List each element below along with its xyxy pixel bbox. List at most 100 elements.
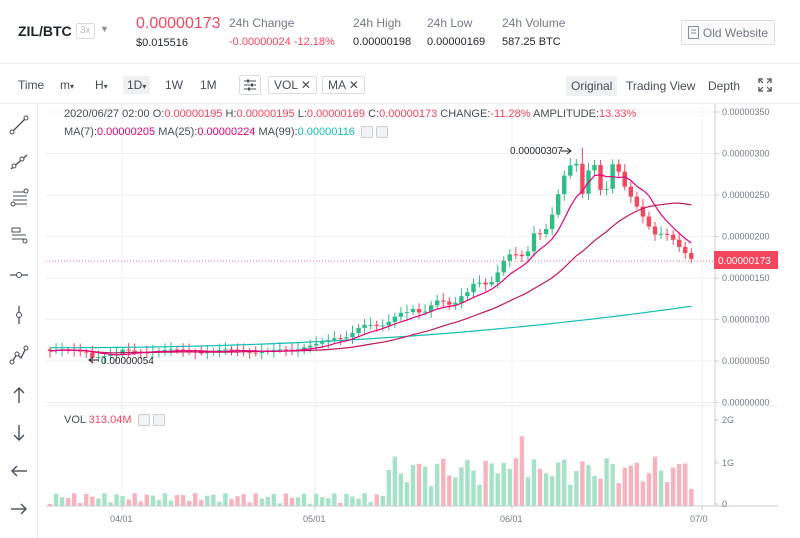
vertical-line-icon[interactable]: [8, 304, 30, 326]
trend-line-icon[interactable]: [8, 114, 30, 136]
interval-month[interactable]: 1M: [200, 78, 217, 92]
stat-value: 0.00000198: [353, 36, 412, 48]
volume-bar: [501, 463, 506, 506]
stat-24h-high: 24h High 0.00000198: [353, 16, 411, 48]
candle-body: [374, 324, 379, 327]
volume-bar: [301, 493, 307, 506]
volume-bar: [205, 495, 210, 506]
pair-title[interactable]: ZIL/BTC: [18, 23, 72, 39]
up-arrow-icon[interactable]: [8, 384, 30, 406]
volume-bar: [459, 467, 464, 506]
candle-body: [689, 252, 694, 259]
volume-bar: [428, 486, 434, 506]
volume-bar: [350, 496, 355, 506]
stat-24h-volume: 24h Volume 587.25 BTC: [502, 16, 565, 48]
candle-body: [277, 349, 283, 351]
chart-axes: 0.00000350 0.00000300 0.00000250 0.00000200…: [46, 104, 778, 524]
volume-bar: [283, 493, 289, 506]
fib-icon[interactable]: [8, 187, 30, 209]
ma7-line: [49, 174, 692, 356]
right-arrow-icon[interactable]: [8, 498, 30, 520]
volume-bar: [295, 497, 301, 506]
volume-bar: [307, 503, 313, 506]
settings-icon[interactable]: [376, 126, 388, 139]
price-chart[interactable]: 0.00000350 0.00000300 0.00000250 0.00000200…: [38, 104, 800, 538]
candle-body: [537, 233, 543, 235]
interval-week[interactable]: 1W: [165, 78, 183, 92]
close-icon[interactable]: ✕: [348, 78, 359, 92]
volume-bar: [114, 494, 119, 506]
y-tick-label: 0.00000000: [722, 398, 770, 408]
candle-body: [350, 332, 355, 338]
legend-change-label: CHANGE:: [440, 108, 491, 120]
candle-body: [477, 282, 482, 284]
volume-bar: [477, 484, 482, 506]
old-website-button[interactable]: Old Website: [681, 20, 775, 45]
candles: [47, 147, 694, 364]
volume-bar: [344, 494, 349, 506]
volume-bar: [422, 466, 428, 506]
x-tick-label: 04/01: [110, 514, 133, 524]
low-marker: 0.00000054: [88, 356, 154, 367]
volume-bar: [392, 456, 398, 506]
eye-icon[interactable]: [361, 126, 373, 139]
fullscreen-icon[interactable]: [758, 78, 772, 98]
candle-body: [162, 349, 168, 351]
candle-body: [78, 350, 83, 352]
last-price-tag: [714, 251, 778, 269]
path-icon[interactable]: [8, 344, 30, 366]
candle-body: [549, 214, 555, 230]
volume-bar: [235, 496, 240, 506]
candle-body: [574, 163, 579, 166]
volume-bar: [53, 493, 59, 506]
volume-bar: [90, 496, 95, 506]
candle-body: [501, 260, 506, 273]
interval-time[interactable]: Time: [18, 78, 45, 92]
volume-bar: [65, 497, 71, 506]
legend-change: -11.28%: [490, 108, 531, 120]
candlestick-chart[interactable]: 0.00000350 0.00000300 0.00000250 0.00000200…: [38, 104, 800, 538]
candle-body: [416, 309, 422, 313]
indicator-ma-tag[interactable]: MA ✕: [322, 76, 365, 94]
volume-bar: [180, 495, 186, 506]
candle-body: [362, 324, 367, 328]
indicator-settings-button[interactable]: [239, 75, 261, 95]
volume-bar: [604, 458, 609, 506]
y-tick-label: 0.00000200: [722, 232, 770, 242]
volume-bar: [683, 463, 688, 506]
indicator-vol-tag[interactable]: VOL ✕: [268, 76, 317, 94]
candle-body: [664, 233, 670, 235]
horizontal-line-icon[interactable]: [8, 264, 30, 286]
volume-bar: [598, 478, 603, 506]
candle-body: [108, 354, 113, 356]
channel-icon[interactable]: [8, 224, 30, 246]
left-arrow-icon[interactable]: [8, 460, 30, 482]
candle-body: [531, 233, 537, 252]
volume-bar: [580, 461, 585, 506]
interval-minute[interactable]: m▾: [60, 76, 74, 94]
candle-body: [592, 165, 597, 171]
volume-bar: [314, 493, 319, 506]
candle-body: [247, 351, 252, 353]
down-arrow-icon[interactable]: [8, 422, 30, 444]
candle-body: [683, 246, 688, 253]
volume-bar: [556, 462, 561, 506]
volume-bar: [253, 493, 258, 506]
view-trading-view[interactable]: Trading View: [626, 79, 696, 93]
volume-bar: [102, 493, 107, 506]
close-icon[interactable]: ✕: [300, 78, 311, 92]
leverage-badge[interactable]: 3x: [76, 23, 95, 39]
chevron-down-icon[interactable]: ▼: [100, 24, 109, 34]
volume-bar: [441, 458, 446, 506]
ray-icon[interactable]: [8, 150, 30, 172]
eye-icon[interactable]: [137, 414, 150, 427]
volume-bar: [410, 464, 416, 506]
volume-bar: [156, 500, 162, 506]
view-depth[interactable]: Depth: [708, 79, 741, 93]
view-original[interactable]: Original: [566, 76, 618, 96]
candle-body: [338, 338, 343, 340]
volume-bar: [386, 469, 391, 506]
settings-icon[interactable]: [152, 414, 165, 427]
interval-hour[interactable]: H▾: [95, 76, 108, 94]
interval-day[interactable]: 1D▾: [123, 76, 151, 94]
